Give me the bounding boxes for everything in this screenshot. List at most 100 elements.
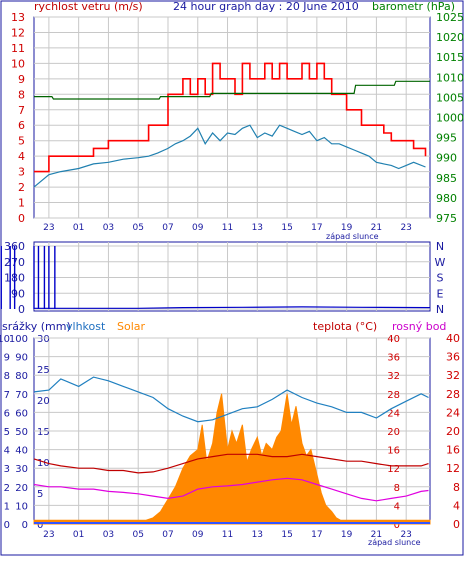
solar-axis-title: Solar [117, 320, 146, 333]
temperature-y-tick-label: 24 [446, 406, 460, 419]
humidity-y-tick-label: 0 [22, 520, 28, 531]
rain-y-tick-label: 8 [4, 371, 10, 382]
weather-x-tick-label: 13 [252, 530, 263, 540]
temperature-y-tick-label: 16 [446, 444, 460, 457]
solar-y-tick-label: 20 [37, 396, 50, 407]
wind-x-tick-label: 21 [371, 223, 382, 233]
wind-average-line [33, 124, 426, 188]
humidity-y-tick-label: 20 [15, 483, 28, 494]
solar-area [33, 393, 431, 525]
sunset-label-top: západ slunce [326, 232, 379, 241]
weather-x-tick-label: 03 [103, 530, 114, 540]
humidity-y-tick-label: 100 [9, 334, 28, 345]
wind-x-tick-label: 23 [400, 223, 411, 233]
wind-x-tick-label: 09 [192, 223, 204, 233]
weather-x-tick-label: 09 [192, 530, 204, 540]
wind-x-tick-label: 03 [103, 223, 114, 233]
wind-y-tick-label: 2 [18, 181, 25, 194]
rain-y-tick-label: 6 [4, 408, 10, 419]
dewpoint-y-tick-label: 4 [394, 501, 400, 512]
wind-x-tick-label: 19 [341, 223, 353, 233]
temperature-y-tick-label: 4 [453, 499, 460, 512]
dewpoint-y-tick-label: 16 [387, 446, 400, 457]
wind-x-tick-label: 23 [43, 223, 54, 233]
wind-y-tick-label: 6 [18, 119, 25, 132]
weather-x-tick-label: 23 [43, 530, 54, 540]
barometer-axis-title: barometr (hPa) [372, 0, 455, 13]
sunset-label-bottom: západ slunce [368, 538, 421, 547]
humidity-y-tick-label: 10 [15, 501, 28, 512]
temperature-y-tick-label: 0 [453, 518, 460, 531]
humidity-axis-title: vlhkost [66, 320, 106, 333]
wind-y-tick-label: 0 [18, 212, 25, 225]
weather-x-tick-label: 05 [132, 530, 143, 540]
weather-panel: 0 01 102 203 304 405 506 607 708 809 9010100051015… [0, 332, 460, 540]
rain-y-tick-label: 1 [4, 501, 10, 512]
barometer-y-tick-label: 975 [436, 212, 457, 225]
compass-label: N [436, 240, 444, 253]
wind-y-tick-label: 1 [18, 197, 25, 210]
temperature-axis-title: teplota (°C) [313, 320, 377, 333]
barometer-y-tick-label: 1000 [436, 112, 464, 125]
wind-x-tick-label: 01 [73, 223, 84, 233]
wind-x-tick-label: 07 [162, 223, 173, 233]
humidity-y-tick-label: 80 [15, 371, 28, 382]
wind-barometer-panel: 0123456789101112139759809859909951000100… [11, 11, 464, 233]
rain-y-tick-label: 10 [0, 334, 10, 345]
dewpoint-axis-title: rosný bod [392, 320, 446, 333]
weather-x-tick-label: 07 [162, 530, 173, 540]
wind-x-tick-label: 05 [132, 223, 143, 233]
humidity-y-tick-label: 50 [15, 427, 28, 438]
temperature-y-tick-label: 20 [446, 425, 460, 438]
barometer-y-tick-label: 1025 [436, 11, 464, 24]
wind-y-tick-label: 13 [11, 11, 25, 24]
barometer-y-tick-label: 1015 [436, 51, 464, 64]
chart-title: 24 hour graph day : 20 June 2010 [173, 0, 359, 13]
rain-y-tick-label: 7 [4, 390, 10, 401]
humidity-y-tick-label: 90 [15, 353, 28, 364]
wind-x-tick-label: 17 [311, 223, 322, 233]
temperature-y-tick-label: 28 [446, 388, 460, 401]
direction-y-tick-label: 90 [11, 287, 25, 300]
compass-label: E [437, 287, 444, 300]
wind-x-tick-label: 15 [281, 223, 292, 233]
solar-y-tick-label: 25 [37, 365, 50, 376]
temperature-line [33, 453, 429, 474]
barometer-y-tick-label: 1020 [436, 31, 464, 44]
humidity-y-tick-label: 70 [15, 390, 28, 401]
dewpoint-y-tick-label: 8 [394, 483, 400, 494]
direction-y-tick-label: 0 [18, 303, 25, 316]
dewpoint-y-tick-label: 12 [387, 464, 400, 475]
wind-x-tick-label: 13 [252, 223, 263, 233]
humidity-line [33, 376, 429, 423]
wind-x-tick-label: 11 [222, 223, 233, 233]
dewpoint-y-tick-label: 40 [387, 334, 400, 345]
solar-y-tick-label: 30 [37, 334, 50, 345]
compass-label: S [437, 272, 444, 285]
weather-x-tick-label: 11 [222, 530, 233, 540]
barometer-y-tick-label: 985 [436, 172, 457, 185]
wind-y-tick-label: 4 [18, 150, 25, 163]
weather-x-tick-label: 21 [371, 530, 382, 540]
compass-label: N [436, 303, 444, 316]
rain-y-tick-label: 5 [4, 427, 10, 438]
dewpoint-y-tick-label: 24 [387, 408, 400, 419]
humidity-y-tick-label: 30 [15, 464, 28, 475]
temperature-y-tick-label: 40 [446, 332, 460, 345]
dewpoint-y-tick-label: 28 [387, 390, 400, 401]
temperature-y-tick-label: 36 [446, 351, 460, 364]
weather-x-tick-label: 01 [73, 530, 84, 540]
wind-y-tick-label: 8 [18, 88, 25, 101]
wind-direction-panel: 090180270360NWSEN [0, 240, 446, 316]
wind-gust-line [34, 62, 427, 173]
temperature-y-tick-label: 8 [453, 481, 460, 494]
solar-y-tick-label: 0 [37, 520, 43, 531]
barometer-line [34, 80, 430, 100]
direction-plot-area [33, 241, 431, 312]
rain-y-tick-label: 4 [4, 446, 10, 457]
wind-y-tick-label: 12 [11, 26, 25, 39]
temperature-y-tick-label: 12 [446, 462, 460, 475]
dewpoint-y-tick-label: 0 [394, 520, 400, 531]
humidity-y-tick-label: 60 [15, 408, 28, 419]
